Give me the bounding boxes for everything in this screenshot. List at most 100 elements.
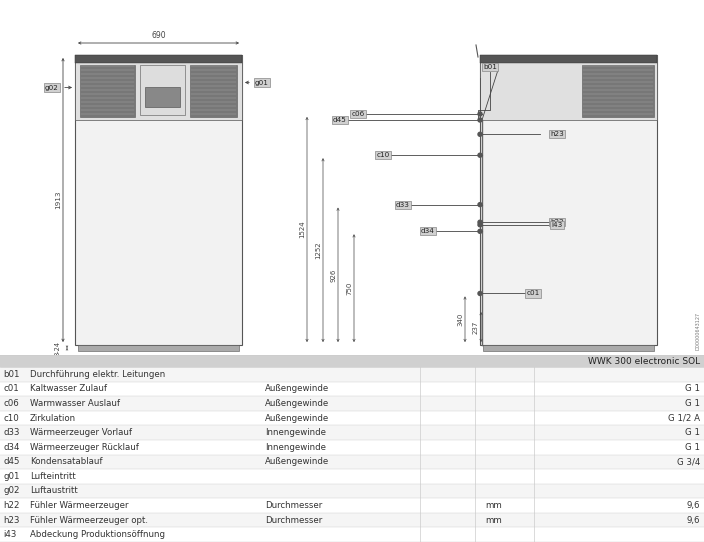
Text: g01: g01 xyxy=(3,472,20,481)
Circle shape xyxy=(478,229,482,233)
Bar xyxy=(0,527,704,542)
Text: WWK 300 electronic SOL: WWK 300 electronic SOL xyxy=(588,357,700,365)
Text: i43: i43 xyxy=(3,530,16,539)
Text: Außengewinde: Außengewinde xyxy=(265,414,329,423)
Text: b01: b01 xyxy=(483,64,497,70)
Bar xyxy=(483,345,654,351)
Bar xyxy=(0,513,704,527)
Text: d34: d34 xyxy=(421,228,435,234)
Text: Zirkulation: Zirkulation xyxy=(30,414,76,423)
Text: Fühler Wärmeerzeuger opt.: Fühler Wärmeerzeuger opt. xyxy=(30,515,148,525)
Text: 9,6: 9,6 xyxy=(686,501,700,510)
Text: 8-24: 8-24 xyxy=(54,340,60,356)
Bar xyxy=(0,498,704,513)
Text: 926: 926 xyxy=(330,268,336,281)
Text: h23: h23 xyxy=(3,515,20,525)
Text: d45: d45 xyxy=(333,117,347,123)
Text: 1252: 1252 xyxy=(315,241,321,259)
Text: Wärmeerzeuger Vorlauf: Wärmeerzeuger Vorlauf xyxy=(30,428,132,437)
Text: G 1: G 1 xyxy=(685,443,700,451)
Bar xyxy=(78,345,239,351)
Text: Außengewinde: Außengewinde xyxy=(265,399,329,408)
Bar xyxy=(75,55,242,63)
Text: Außengewinde: Außengewinde xyxy=(265,457,329,466)
Text: G 1/2 A: G 1/2 A xyxy=(668,414,700,423)
Text: Innengewinde: Innengewinde xyxy=(265,428,326,437)
Bar xyxy=(0,455,704,469)
Text: c01: c01 xyxy=(527,291,540,296)
Text: c06: c06 xyxy=(351,111,365,117)
Text: 1913: 1913 xyxy=(55,191,61,209)
Circle shape xyxy=(478,223,482,227)
Bar xyxy=(480,55,657,63)
Text: 1524: 1524 xyxy=(299,221,305,238)
Text: Lufteintritt: Lufteintritt xyxy=(30,472,76,481)
Bar xyxy=(75,55,242,120)
Text: d33: d33 xyxy=(3,428,20,437)
Text: i43: i43 xyxy=(551,222,562,228)
Text: b01: b01 xyxy=(3,370,20,379)
Text: h23: h23 xyxy=(550,131,564,137)
Text: c10: c10 xyxy=(377,152,389,158)
Text: G 1: G 1 xyxy=(685,428,700,437)
Text: G 1: G 1 xyxy=(685,399,700,408)
Bar xyxy=(0,469,704,483)
Text: Abdeckung Produktionsöffnung: Abdeckung Produktionsöffnung xyxy=(30,530,165,539)
Text: Durchführung elektr. Leitungen: Durchführung elektr. Leitungen xyxy=(30,370,165,379)
Text: 690: 690 xyxy=(151,31,166,40)
Text: g01: g01 xyxy=(255,80,269,86)
Bar xyxy=(80,65,135,117)
Text: d33: d33 xyxy=(396,202,410,208)
Bar xyxy=(145,87,180,107)
Bar xyxy=(480,55,657,345)
Text: Innengewinde: Innengewinde xyxy=(265,443,326,451)
Text: 340: 340 xyxy=(457,313,463,326)
Text: h22: h22 xyxy=(3,501,20,510)
Bar xyxy=(582,65,654,117)
Circle shape xyxy=(478,112,482,116)
Bar xyxy=(0,355,704,367)
Text: 750: 750 xyxy=(346,281,352,295)
Text: G 1: G 1 xyxy=(685,384,700,393)
Text: mm: mm xyxy=(485,501,502,510)
Text: Durchmesser: Durchmesser xyxy=(265,515,322,525)
Bar xyxy=(0,440,704,455)
Text: c01: c01 xyxy=(3,384,19,393)
Text: D00000643127: D00000643127 xyxy=(695,312,700,350)
Text: 9,6: 9,6 xyxy=(686,515,700,525)
Text: Kondensatablauf: Kondensatablauf xyxy=(30,457,103,466)
Bar xyxy=(0,382,704,396)
Bar xyxy=(0,396,704,411)
Text: mm: mm xyxy=(485,515,502,525)
Text: h22: h22 xyxy=(550,219,564,225)
Text: G 3/4: G 3/4 xyxy=(677,457,700,466)
Circle shape xyxy=(478,292,482,295)
Text: Warmwasser Auslauf: Warmwasser Auslauf xyxy=(30,399,120,408)
Circle shape xyxy=(478,132,482,136)
Text: Durchmesser: Durchmesser xyxy=(265,501,322,510)
Circle shape xyxy=(478,118,482,122)
Circle shape xyxy=(478,220,482,224)
Text: Wärmeerzeuger Rücklauf: Wärmeerzeuger Rücklauf xyxy=(30,443,139,451)
Bar xyxy=(0,483,704,498)
Text: c06: c06 xyxy=(3,399,19,408)
Text: d45: d45 xyxy=(3,457,20,466)
Text: g02: g02 xyxy=(3,487,20,495)
Circle shape xyxy=(478,153,482,157)
Text: Außengewinde: Außengewinde xyxy=(265,384,329,393)
Text: 237: 237 xyxy=(473,320,479,334)
Bar xyxy=(0,411,704,425)
Text: Luftaustritt: Luftaustritt xyxy=(30,487,77,495)
Bar xyxy=(75,55,242,345)
Bar xyxy=(0,367,704,382)
Text: Kaltwasser Zulauf: Kaltwasser Zulauf xyxy=(30,384,107,393)
Text: g02: g02 xyxy=(45,85,59,91)
Bar xyxy=(140,65,185,115)
Bar xyxy=(480,55,657,120)
Text: Fühler Wärmeerzeuger: Fühler Wärmeerzeuger xyxy=(30,501,129,510)
Circle shape xyxy=(478,203,482,207)
Text: c10: c10 xyxy=(3,414,19,423)
Bar xyxy=(190,65,237,117)
Bar xyxy=(0,425,704,440)
Text: d34: d34 xyxy=(3,443,20,451)
